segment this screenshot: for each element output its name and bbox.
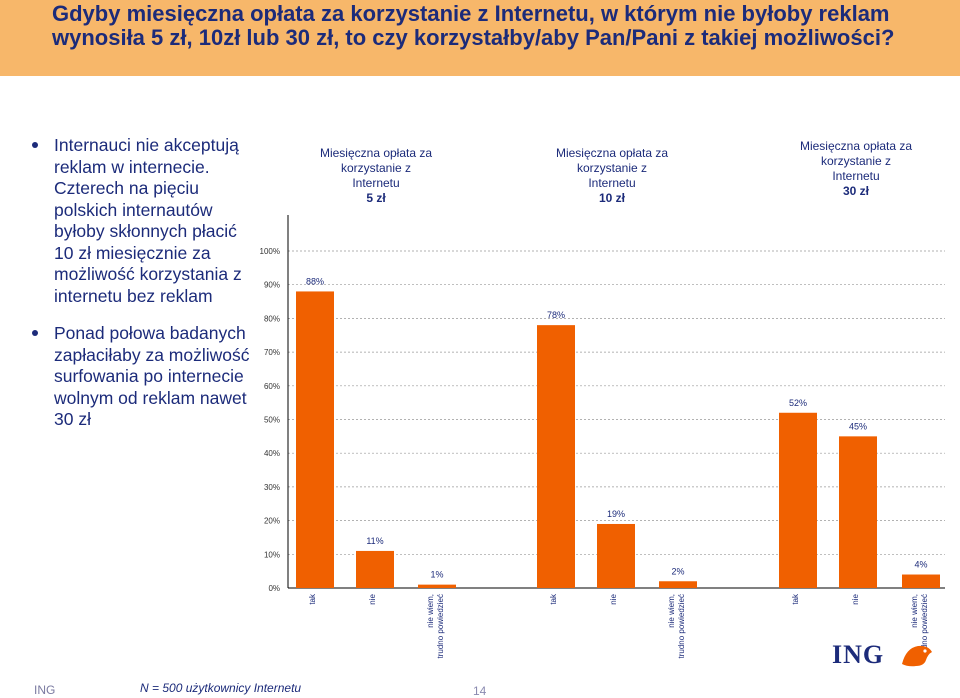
y-tick-label: 70% (264, 348, 280, 357)
x-category-label: nie (609, 593, 618, 604)
group-title-line: korzystanie z (577, 161, 647, 175)
group-title-line: korzystanie z (821, 154, 891, 168)
data-label: 11% (366, 536, 383, 546)
data-label: 88% (306, 276, 324, 286)
x-category-label: nie (368, 593, 377, 604)
data-label: 45% (849, 421, 867, 431)
y-tick-label: 60% (264, 382, 280, 391)
y-tick-label: 40% (264, 449, 280, 458)
x-category-label: trudno powiedzieć (436, 594, 445, 658)
x-category-label: nie wiem, (910, 594, 919, 628)
lion-icon (902, 645, 932, 667)
x-category-label: trudno powiedzieć (677, 594, 686, 658)
bullet-item: Internauci nie akceptują reklam w intern… (30, 135, 255, 307)
footer-note: N = 500 użytkownicy Internetu (140, 681, 302, 695)
group-title-line: 5 zł (366, 191, 386, 205)
bar (779, 412, 817, 588)
data-label: 4% (914, 560, 927, 570)
bar (296, 291, 334, 588)
group-title-line: korzystanie z (341, 161, 411, 175)
group-title-line: Internetu (352, 176, 399, 190)
data-label: 1% (430, 570, 443, 580)
y-tick-label: 80% (264, 314, 280, 323)
x-category-label: tak (308, 593, 317, 605)
bar (418, 584, 456, 588)
bar (659, 581, 697, 588)
group-title-line: Miesięczna opłata za (556, 146, 668, 160)
bullet-item: Ponad połowa badanych zapłaciłaby za moż… (30, 323, 255, 431)
data-label: 19% (607, 509, 625, 519)
y-tick-label: 0% (268, 584, 280, 593)
x-category-label: nie (851, 593, 860, 604)
bullet-list: Internauci nie akceptują reklam w intern… (30, 135, 255, 447)
y-tick-label: 10% (264, 550, 280, 559)
page-title: Gdyby miesięczna opłata za korzystanie z… (52, 1, 895, 50)
bullet-text: Internauci nie akceptują reklam w intern… (54, 135, 242, 306)
bar (839, 436, 877, 588)
group-title-line: Internetu (588, 176, 635, 190)
y-tick-label: 50% (264, 416, 280, 425)
ing-logo: ING (832, 640, 950, 670)
footer-brand: ING (34, 683, 56, 697)
x-category-label: tak (791, 593, 800, 605)
group-title-line: Internetu (832, 169, 879, 183)
bullet-text: Ponad połowa badanych zapłaciłaby za moż… (54, 323, 250, 429)
bullet-dot-icon (32, 142, 38, 148)
group-title-line: 30 zł (843, 184, 870, 198)
header-band: Gdyby miesięczna opłata za korzystanie z… (0, 0, 960, 76)
y-tick-label: 20% (264, 517, 280, 526)
group-title-line: Miesięczna opłata za (320, 146, 432, 160)
page-number: 14 (473, 684, 487, 698)
bar (597, 523, 635, 588)
group-title-line: Miesięczna opłata za (800, 139, 912, 153)
bullet-dot-icon (32, 330, 38, 336)
logo-text: ING (832, 640, 885, 669)
data-label: 2% (671, 566, 684, 576)
data-label: 78% (547, 310, 565, 320)
bar (537, 325, 575, 588)
x-category-label: nie wiem, (667, 594, 676, 628)
y-tick-label: 100% (260, 247, 280, 256)
bar (902, 574, 940, 588)
y-tick-label: 30% (264, 483, 280, 492)
bar (356, 550, 394, 588)
data-label: 52% (789, 398, 807, 408)
x-category-label: tak (549, 593, 558, 605)
group-title-line: 10 zł (599, 191, 626, 205)
y-tick-label: 90% (264, 281, 280, 290)
x-category-label: nie wiem, (426, 594, 435, 628)
x-category-label: trudno powiedzieć (920, 594, 929, 658)
